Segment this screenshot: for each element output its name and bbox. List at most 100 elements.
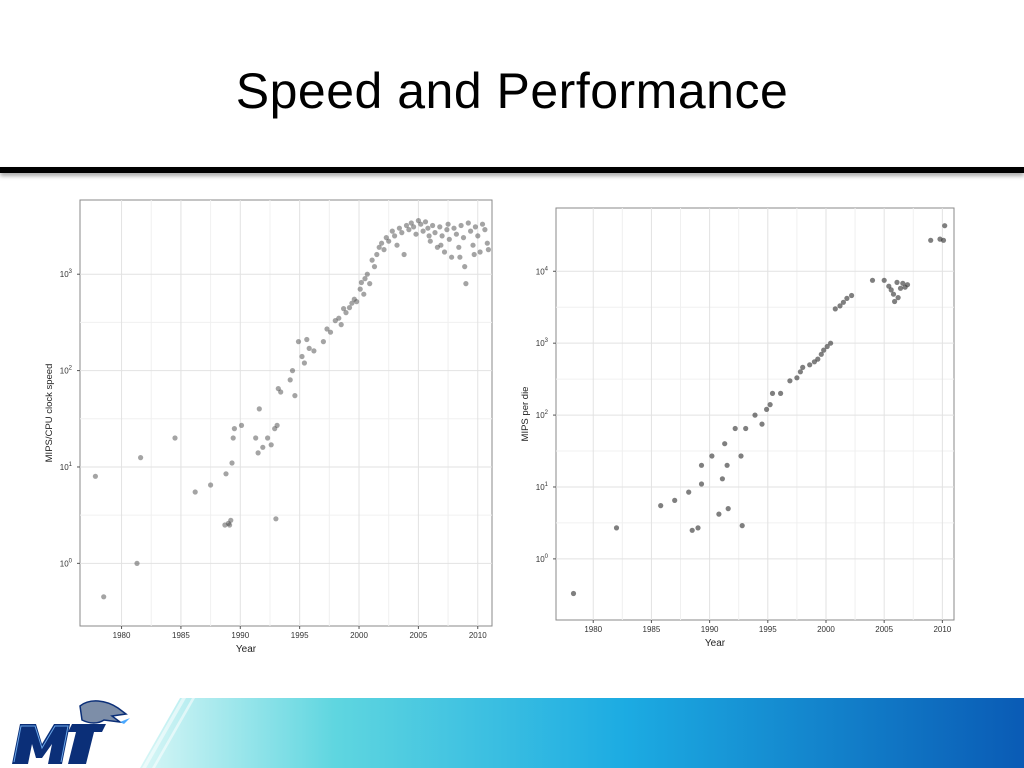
data-point <box>354 299 360 305</box>
data-point <box>759 421 765 427</box>
data-point <box>396 225 402 231</box>
y-tick-exponent: 3 <box>545 338 549 344</box>
data-point <box>881 277 887 283</box>
data-point <box>425 225 431 231</box>
data-point <box>338 322 344 328</box>
y-tick-label: 101 <box>536 482 549 492</box>
x-tick-label: 2010 <box>469 631 487 640</box>
data-point <box>394 242 400 248</box>
data-point <box>689 527 695 533</box>
x-tick-label: 2005 <box>875 625 893 634</box>
data-point <box>229 460 235 466</box>
y-tick-base: 10 <box>60 270 69 279</box>
data-point <box>260 444 266 450</box>
y-tick-exponent: 3 <box>69 269 73 275</box>
data-point <box>797 369 803 375</box>
data-point <box>800 364 806 370</box>
data-point <box>343 310 349 316</box>
data-point <box>739 523 745 529</box>
data-point <box>698 462 705 468</box>
data-point <box>485 247 491 253</box>
y-tick-label: 100 <box>60 558 73 568</box>
data-point <box>134 560 140 566</box>
data-point <box>192 489 198 495</box>
data-point <box>230 435 236 441</box>
x-tick-label: 1985 <box>643 625 661 634</box>
y-tick-label: 104 <box>536 266 549 276</box>
x-tick-label: 2000 <box>817 625 835 634</box>
data-point <box>376 244 382 250</box>
data-point <box>764 406 770 412</box>
data-point <box>472 224 478 230</box>
data-point <box>479 221 486 227</box>
data-point <box>888 287 894 293</box>
x-tick-label: 1980 <box>113 631 131 640</box>
y-tick-base: 10 <box>60 463 69 472</box>
data-point <box>451 225 457 231</box>
x-tick-label: 1995 <box>759 625 777 634</box>
data-point <box>208 482 214 488</box>
data-point <box>613 525 620 531</box>
data-point <box>256 406 262 412</box>
data-point <box>722 441 728 447</box>
data-point <box>358 279 364 286</box>
data-point <box>336 315 342 321</box>
data-point <box>698 481 705 487</box>
data-point <box>719 476 725 482</box>
data-point <box>432 230 438 236</box>
y-tick-exponent: 0 <box>545 554 549 560</box>
slide-title: Speed and Performance <box>235 63 789 119</box>
y-tick-label: 100 <box>536 554 549 564</box>
data-point <box>463 281 469 287</box>
data-point <box>453 231 459 237</box>
data-point <box>778 390 784 396</box>
major-grid <box>80 200 492 626</box>
plot-panel <box>79 199 493 627</box>
data-point <box>306 345 312 351</box>
data-point <box>840 299 846 305</box>
x-tick-label: 1980 <box>584 625 602 634</box>
data-point <box>807 362 813 368</box>
y-tick-base: 10 <box>536 339 545 348</box>
minor-grid <box>80 200 492 626</box>
title-divider <box>0 167 1024 173</box>
data-point <box>460 235 467 241</box>
data-point <box>439 233 445 239</box>
data-point <box>886 283 892 289</box>
data-point <box>818 351 824 357</box>
data-point <box>278 389 284 395</box>
data-point <box>821 347 827 353</box>
data-point <box>389 228 395 234</box>
data-point <box>253 435 259 441</box>
data-point <box>832 306 838 312</box>
data-point <box>320 339 326 345</box>
data-point <box>815 356 821 362</box>
data-point <box>482 227 488 233</box>
y-tick-base: 10 <box>536 555 545 564</box>
x-tick-label: 2010 <box>933 625 951 634</box>
data-point <box>470 242 476 248</box>
data-point <box>928 237 934 243</box>
data-point <box>445 221 451 227</box>
chart-left-svg: 1980 1985 1990 1995 2000 2005 2010100101102103… <box>44 199 493 655</box>
data-point <box>346 305 353 311</box>
data-point <box>892 298 898 305</box>
major-grid <box>556 208 954 620</box>
data-point <box>403 222 410 229</box>
data-point <box>374 251 380 258</box>
x-tick-label: 2000 <box>350 631 368 640</box>
data-point <box>672 497 678 503</box>
data-point <box>849 292 855 299</box>
data-point <box>709 453 715 459</box>
data-point <box>311 348 317 354</box>
y-tick-base: 10 <box>60 367 69 376</box>
data-point <box>349 300 355 306</box>
data-point <box>904 282 911 288</box>
data-point <box>475 233 481 239</box>
mips-per-die-chart: 1980 1985 1990 1995 2000 2005 2010 100 101 102 103… <box>518 204 962 654</box>
data-point <box>301 360 307 366</box>
x-tick-label: 1985 <box>172 631 190 640</box>
data-point <box>172 435 178 441</box>
y-axis-title: MIPS per die <box>520 387 531 442</box>
data-point <box>413 231 419 237</box>
